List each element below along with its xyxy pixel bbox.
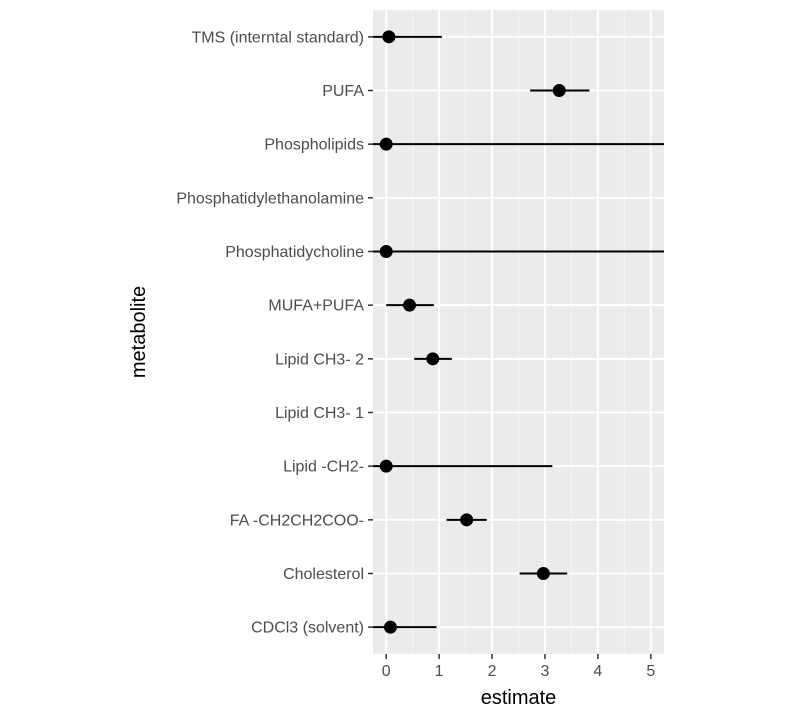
y-tick-label: MUFA+PUFA: [268, 298, 364, 315]
y-tick-label: Phosphatidycholine: [225, 244, 364, 261]
x-tick-label: 5: [646, 663, 655, 680]
x-axis: 0 1 2 3 4 5: [382, 654, 655, 680]
data-point: [382, 30, 396, 44]
y-tick-label: CDCl3 (solvent): [251, 620, 364, 637]
data-point: [403, 298, 417, 312]
y-tick-label: Phosphatidylethanolamine: [176, 190, 364, 207]
data-point: [383, 620, 397, 634]
y-tick-label: PUFA: [322, 83, 364, 100]
data-point: [552, 84, 566, 97]
y-tick-label: Lipid -CH2-: [283, 459, 364, 476]
data-point: [379, 137, 393, 151]
grid: [373, 10, 664, 654]
x-tick-label: 4: [593, 663, 602, 680]
x-tick-label: 3: [541, 663, 550, 680]
y-tick-label: Lipid CH3- 1: [275, 405, 364, 422]
y-tick-label: Phospholipids: [264, 137, 364, 154]
y-tick-label: FA -CH2CH2COO-: [230, 512, 364, 529]
x-tick-label: 0: [382, 663, 391, 680]
x-axis-title: estimate: [481, 687, 557, 709]
data-point: [426, 352, 440, 366]
y-axis-title: metabolite: [128, 286, 150, 378]
x-tick-label: 1: [435, 663, 444, 680]
y-tick-label: Cholesterol: [283, 566, 364, 583]
x-tick-label: 2: [488, 663, 497, 680]
y-tick-label: Lipid CH3- 2: [275, 351, 364, 368]
data-point: [379, 459, 393, 473]
data-point: [379, 245, 393, 258]
points: [379, 30, 566, 634]
y-axis: TMS (interntal standard) PUFA Phospholipid…: [176, 29, 373, 637]
data-point: [460, 513, 474, 527]
y-tick-label: TMS (interntal standard): [191, 29, 364, 46]
data-point: [536, 567, 550, 580]
